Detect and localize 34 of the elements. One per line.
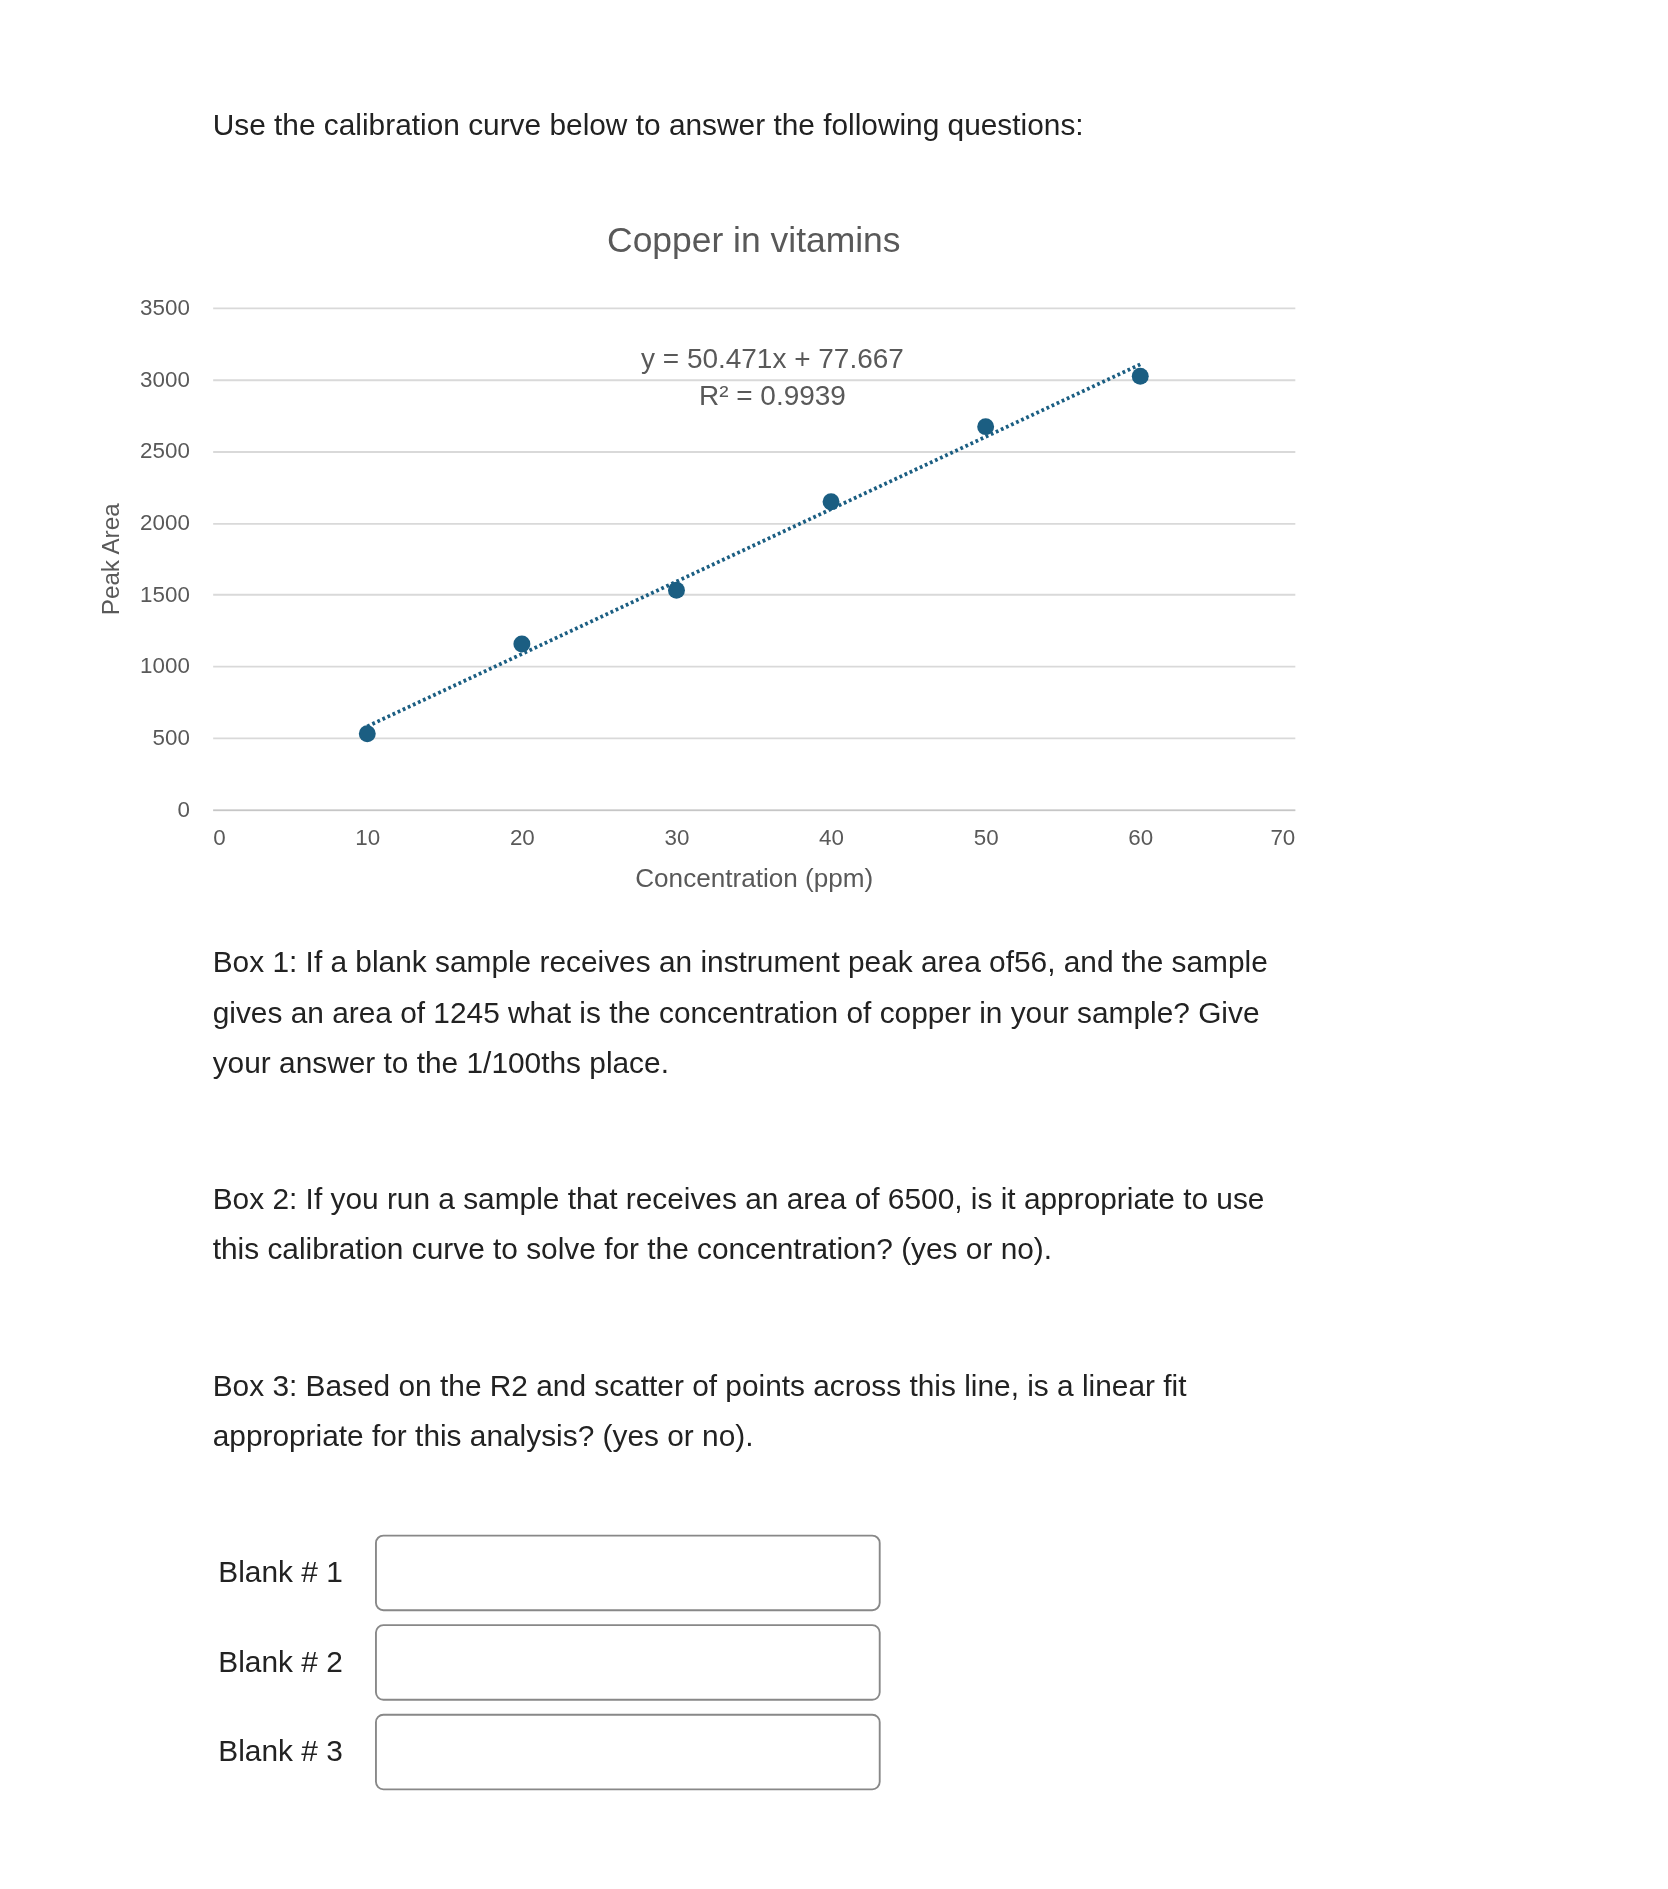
point <box>358 725 376 743</box>
x-tick-label: 50 <box>973 824 999 850</box>
y-tick-label: 0 <box>177 796 190 822</box>
text: Box 3: Based on the R2 and scatter of points across this line, is a linear fit appropriate for this analysis? (yes or no). <box>212 1368 1188 1453</box>
y-tick-label: 1500 <box>140 581 190 607</box>
point <box>977 418 995 436</box>
point <box>668 581 685 599</box>
y-tick-label: 2000 <box>140 510 190 536</box>
y-tick-label: 2500 <box>140 438 190 464</box>
text: Blank # 1 <box>218 1555 343 1589</box>
point <box>513 635 531 653</box>
x-tick-label: 70 <box>1270 824 1296 850</box>
x-tick-label: 10 <box>355 824 381 850</box>
text: Box 1: If a blank sample receives an instrument peak area of56, and the sample gives an area of 1245 what is the concentration of copper in your sample? Give your answer to the 1/100ths place. <box>212 945 1268 1079</box>
text: Blank # 3 <box>218 1734 343 1768</box>
y-axis-title: Peak Area <box>96 502 124 616</box>
point <box>1131 367 1149 385</box>
x-tick-label: 20 <box>509 824 535 850</box>
y-tick-label: 1000 <box>140 653 190 679</box>
x-tick-label: 40 <box>819 824 844 850</box>
annotation: y = 50.471x + 77.667 <box>641 342 904 374</box>
y-tick-label: 3500 <box>140 294 190 320</box>
x-tick-label: 30 <box>664 824 690 850</box>
x-tick-label: 0 <box>213 824 226 850</box>
x-axis-title: Concentration (ppm) <box>635 862 874 893</box>
y-tick-label: 3000 <box>140 366 190 392</box>
text: Use the calibration curve below to answer the following questions: <box>212 108 1084 142</box>
text: Blank # 2 <box>218 1644 343 1678</box>
y-tick-label: 500 <box>152 725 190 751</box>
chart-title: Copper in vitamins <box>607 219 901 260</box>
annotation: R² = 0.9939 <box>698 379 846 411</box>
x-tick-label: 60 <box>1128 824 1154 850</box>
text: Box 2: If you run a sample that receives an area of 6500, is it appropriate to use this calibration curve to solve for the concentration? (yes or no). <box>212 1182 1265 1266</box>
point <box>822 493 840 511</box>
